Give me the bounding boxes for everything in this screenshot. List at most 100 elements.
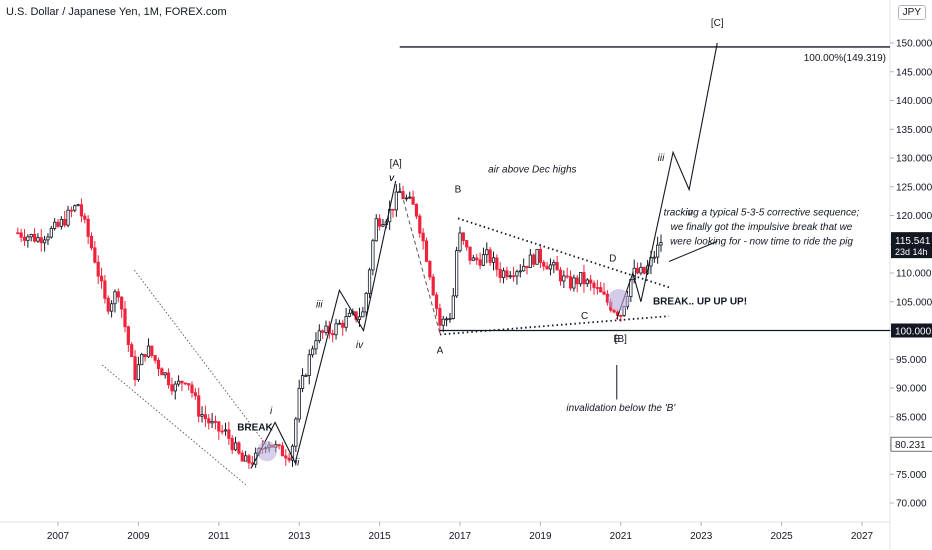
annotation-label: tracking a typical 5-3-5 corrective sequ… [664,208,860,219]
annotation-label: iii [658,153,665,164]
candle-body [635,267,640,274]
candle-body [545,265,549,270]
candle-body [455,250,459,297]
candle-body [465,240,469,248]
candle-body [93,247,97,263]
level-badge-text: 100.000 [895,327,932,338]
candle-body [153,355,157,361]
candle-body [83,215,87,220]
candle-body [331,333,335,336]
x-tick-label: 2023 [690,531,713,542]
candle-body [582,272,586,285]
annotation-label: were looking for - now time to ride the … [670,236,853,247]
y-tick-label: 130.000 [896,154,932,165]
candle-body [317,330,321,342]
candle-body [475,257,479,261]
candle-body [602,291,606,295]
candle-body [284,455,288,459]
y-tick-label: 110.000 [896,269,932,280]
candle-body [29,234,33,238]
candle-body [485,249,489,256]
candle-body [424,240,429,262]
candle-body [488,249,492,263]
impulse-wave-line [250,180,397,469]
candle-body [377,218,382,227]
candle-body [525,265,529,268]
candle-body [431,276,435,296]
candle-body [49,228,53,238]
candle-body [106,297,110,312]
candle-body [434,294,439,309]
candle-body [126,326,130,345]
candle-body [156,359,161,370]
candle-body [166,372,171,386]
candle-body [404,197,409,200]
candle-body [163,372,167,376]
y-tick-label: 145.000 [896,67,932,78]
candle-body [461,232,465,241]
candle-body [277,444,281,447]
candle-body [408,196,412,199]
candle-body [314,340,318,350]
annotation-label: v [389,173,395,184]
candle-body [200,414,204,417]
y-tick-label: 105.000 [896,297,932,308]
candle-body [334,323,338,336]
candle-body [133,356,137,381]
candle-body [321,330,325,333]
candle-body [448,318,452,320]
low-badge [890,436,932,452]
candle-body [73,205,77,211]
candle-body [180,380,184,384]
candle-body [46,236,50,241]
x-tick-label: 2015 [368,531,391,542]
price-timer: 23d 14h [895,247,928,257]
candle-body [150,345,154,356]
candle-body [341,322,345,328]
x-tick-label: 2017 [449,531,472,542]
x-tick-label: 2009 [127,531,150,542]
candle-body [213,421,218,423]
annotation-label: [A] [390,159,402,170]
candle-body [66,209,70,226]
y-tick-label: 135.000 [896,125,932,136]
candle-body [240,452,244,462]
candle-body [491,257,496,263]
x-tick-label: 2025 [770,531,793,542]
candle-body [290,445,295,461]
candle-body [304,375,308,377]
candle-body [294,418,298,447]
annotation-label: i [270,406,273,417]
candle-body [619,315,623,317]
channel-upper [134,269,272,452]
annotation-label: C [581,311,588,322]
annotation-label: BREAK.. UP UP UP! [653,297,747,308]
currency-badge[interactable]: JPY [897,5,926,20]
candle-body [347,312,352,317]
candle-body [418,215,422,234]
candle-body [187,383,191,386]
candle-body [26,236,30,241]
candle-body [357,316,362,320]
price-value: 115.541 [895,236,931,247]
candle-body [207,418,211,424]
candle-body [458,232,462,252]
candle-body [495,257,499,270]
x-tick-label: 2019 [529,531,552,542]
candle-body [575,277,579,285]
candle-body [280,445,285,457]
y-tick-label: 75.000 [896,470,927,481]
annotation-label: D [609,254,616,265]
candle-body [310,348,315,356]
candle-body [297,388,301,420]
candle-body [501,270,506,278]
projection-wave-line [616,42,718,320]
x-tick-label: 2011 [208,531,230,542]
candle-body [438,307,442,326]
candle-body [237,442,241,454]
wave-a-dashed [399,186,441,334]
candle-body [193,392,197,397]
candle-body [599,287,603,293]
annotation-label: [B] [615,334,627,345]
